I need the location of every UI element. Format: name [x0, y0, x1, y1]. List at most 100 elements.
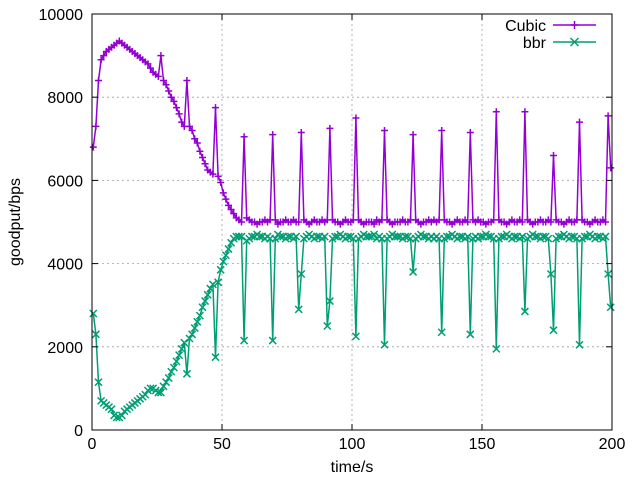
data-point-cubic [352, 114, 360, 122]
data-point-cubic [326, 124, 334, 132]
data-point-bbr [221, 251, 230, 260]
data-point-cubic [147, 64, 154, 72]
x-tick-label: 200 [599, 436, 626, 453]
y-tick-label: 8000 [47, 90, 83, 107]
data-point-cubic [409, 131, 417, 139]
data-point-cubic [438, 126, 446, 134]
data-point-bbr [276, 232, 285, 241]
data-point-cubic [547, 218, 555, 226]
data-point-bbr [580, 232, 589, 241]
data-point-bbr [323, 321, 332, 331]
legend-label-cubic: Cubic [505, 18, 546, 35]
data-point-bbr [193, 317, 202, 326]
data-point-cubic [183, 77, 191, 85]
data-point-cubic [186, 122, 193, 130]
data-point-bbr [172, 357, 181, 366]
data-point-cubic [604, 112, 612, 120]
data-point-cubic [92, 122, 100, 130]
data-point-bbr [567, 232, 576, 241]
data-point-cubic [89, 143, 97, 151]
data-point-cubic [381, 126, 388, 134]
data-point-bbr [190, 324, 199, 333]
data-point-cubic [144, 60, 152, 68]
data-point-bbr [224, 245, 233, 254]
data-point-bbr [294, 305, 303, 314]
data-point-bbr [156, 388, 165, 397]
data-point-bbr [492, 344, 501, 353]
data-point-bbr [549, 326, 558, 335]
data-point-bbr [177, 344, 186, 353]
data-point-bbr [216, 265, 225, 274]
y-tick-label: 10000 [39, 7, 84, 24]
series-bbr [89, 230, 615, 422]
data-point-bbr [201, 297, 210, 306]
data-point-bbr [297, 269, 306, 279]
data-point-bbr [546, 269, 555, 279]
data-point-cubic [607, 164, 615, 172]
data-point-cubic [225, 201, 232, 209]
x-tick-label: 100 [339, 436, 366, 453]
data-point-bbr [409, 267, 418, 276]
legend-marker-cubic [570, 21, 579, 29]
data-point-cubic [170, 97, 178, 105]
data-point-cubic [199, 154, 206, 162]
data-point-bbr [351, 332, 360, 341]
data-point-cubic [95, 77, 102, 85]
y-tick-label: 6000 [47, 173, 83, 190]
series-layer [89, 37, 615, 422]
data-point-cubic [466, 129, 474, 137]
data-point-bbr [575, 340, 584, 349]
data-point-bbr [195, 311, 204, 320]
data-point-bbr [539, 232, 548, 241]
data-point-cubic [271, 216, 279, 224]
data-point-cubic [464, 218, 472, 226]
y-axis-title: goodput/bps [7, 178, 24, 266]
data-point-cubic [157, 52, 165, 60]
y-tick-label: 0 [74, 423, 83, 440]
data-point-cubic [602, 218, 609, 226]
data-point-cubic [214, 172, 222, 180]
data-point-cubic [227, 206, 235, 214]
data-point-bbr [169, 363, 178, 372]
data-point-cubic [173, 104, 180, 112]
data-point-bbr [89, 309, 98, 318]
data-point-bbr [312, 232, 321, 241]
data-point-cubic [492, 108, 500, 116]
y-tick-label: 2000 [47, 340, 83, 357]
data-point-bbr [219, 257, 228, 266]
data-point-bbr [466, 330, 475, 339]
data-point-bbr [331, 232, 340, 241]
data-point-cubic [222, 195, 230, 203]
data-point-bbr [606, 303, 615, 312]
data-point-bbr [593, 232, 602, 241]
data-point-bbr [182, 369, 191, 378]
data-point-bbr [604, 269, 613, 279]
data-point-bbr [442, 232, 451, 241]
data-point-cubic [97, 56, 105, 64]
data-point-bbr [364, 232, 373, 241]
data-point-cubic [191, 135, 199, 143]
legend-label-bbr: bbr [523, 35, 547, 52]
data-point-cubic [518, 218, 526, 226]
data-point-bbr [554, 232, 563, 241]
data-point-bbr [268, 336, 277, 345]
data-point-bbr [484, 232, 493, 241]
data-point-bbr [234, 232, 243, 241]
data-point-bbr [520, 307, 529, 316]
data-point-bbr [544, 234, 553, 243]
data-point-bbr [292, 232, 301, 241]
x-axis-title: time/s [331, 459, 374, 476]
data-point-bbr [419, 232, 428, 241]
data-point-bbr [380, 340, 389, 349]
data-point-cubic [167, 93, 175, 101]
data-point-bbr [284, 232, 293, 241]
data-point-bbr [518, 232, 527, 241]
data-point-cubic [550, 151, 557, 159]
data-point-bbr [370, 230, 379, 239]
data-point-cubic [370, 220, 378, 228]
data-point-cubic [196, 147, 204, 155]
x-tick-label: 150 [469, 436, 496, 453]
